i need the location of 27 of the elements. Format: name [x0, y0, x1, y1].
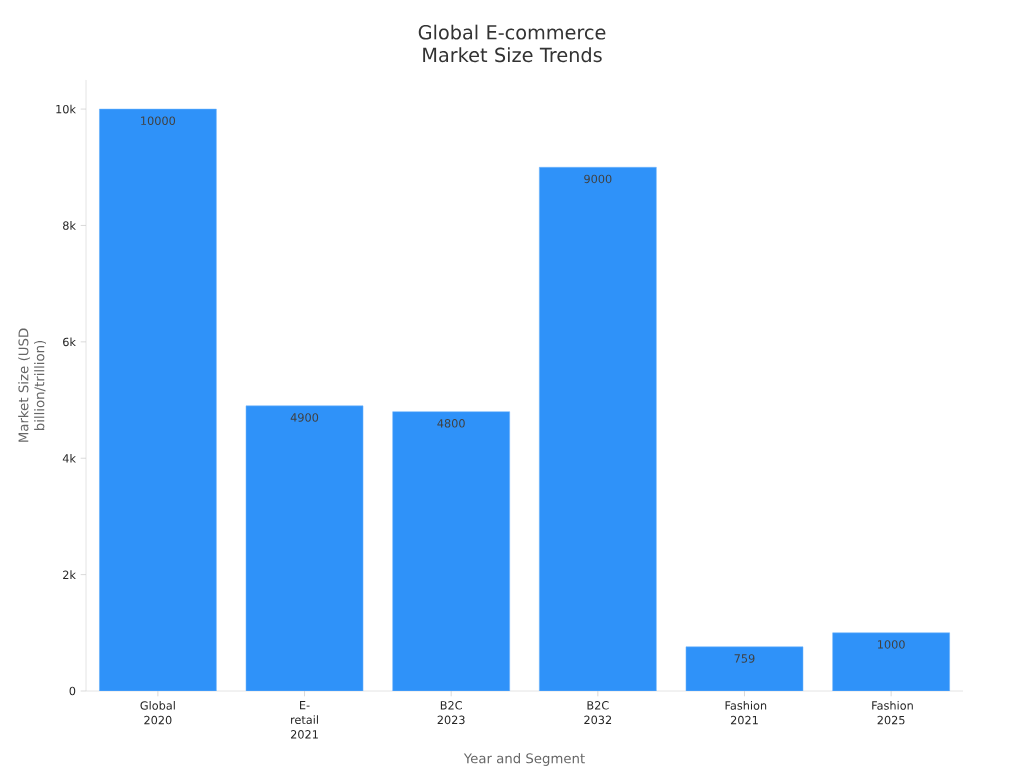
bar: [392, 411, 510, 691]
bar: [539, 167, 657, 691]
y-tick-label: 6k: [63, 337, 76, 347]
chart-title: Global E-commerce Market Size Trends: [418, 24, 606, 63]
x-tick-label: B2C 2023: [437, 701, 465, 725]
data-label: 9000: [584, 174, 612, 184]
bar: [99, 108, 217, 691]
x-tick-label: E-retail 2021: [290, 701, 318, 739]
x-tick-label: Fashion 2021: [725, 701, 767, 725]
x-tick-label: B2C 2032: [584, 701, 612, 725]
data-label: 759: [734, 654, 755, 663]
x-tick-label: Fashion 2025: [872, 701, 913, 725]
y-tick-label: 2k: [63, 570, 76, 579]
data-label: 10000: [141, 116, 176, 125]
y-tick-label: 4k: [62, 453, 76, 463]
y-axis-title: Market Size (USD billion/trillion): [18, 328, 46, 442]
data-label: 4800: [437, 419, 465, 428]
y-tick-label: 0: [69, 686, 76, 696]
data-label: 1000: [878, 640, 905, 649]
x-axis-title: Year and Segment: [463, 753, 585, 766]
bar: [245, 405, 364, 691]
y-tick-label: 10k: [56, 104, 76, 114]
bar: [685, 646, 804, 691]
x-tick-label: Global 2020: [140, 701, 175, 725]
data-label: 4900: [290, 413, 319, 422]
y-tick-label: 8k: [63, 221, 76, 230]
bar: [832, 632, 950, 691]
